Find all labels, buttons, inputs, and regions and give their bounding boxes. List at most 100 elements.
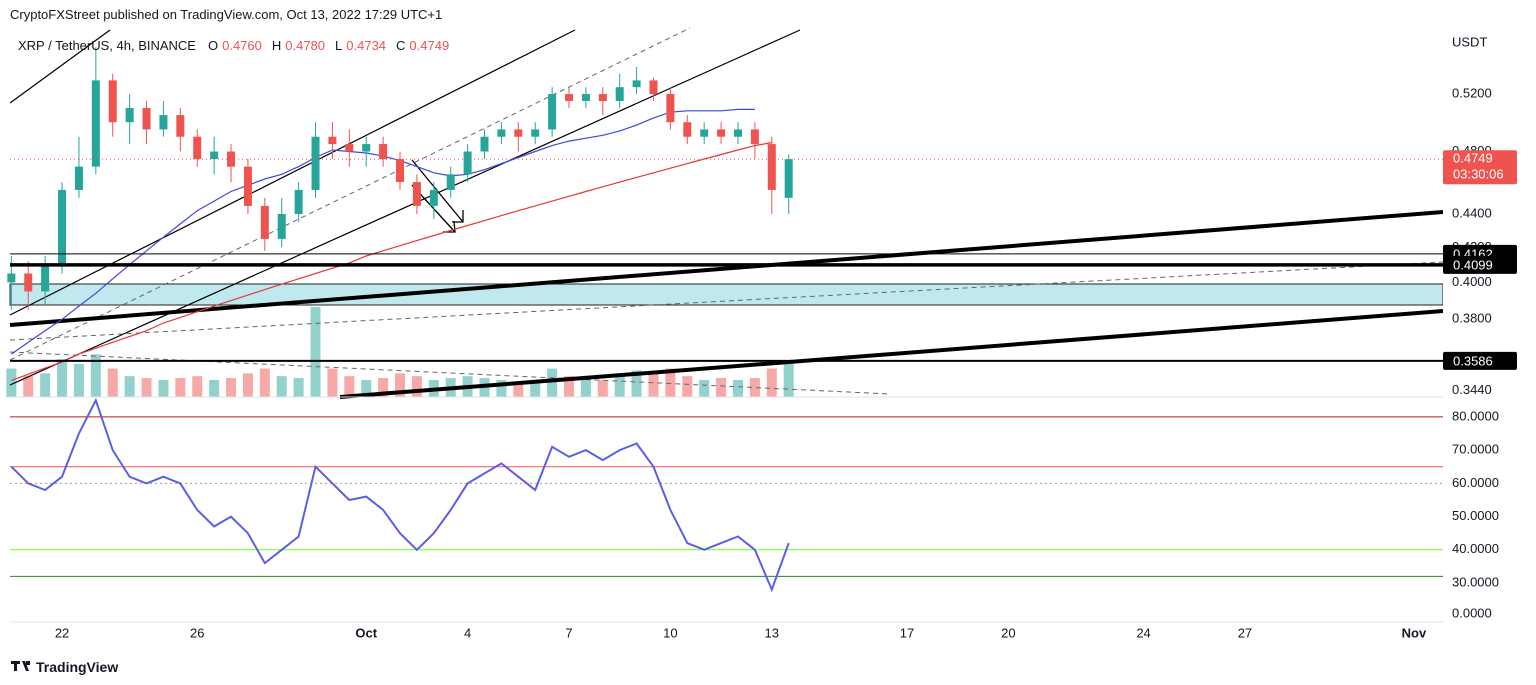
candle-body xyxy=(41,264,50,292)
rsi-tick-label: 80.0000 xyxy=(1452,408,1499,423)
trend-line xyxy=(339,309,1444,399)
volume-bar xyxy=(90,354,101,397)
plot xyxy=(7,47,1443,593)
candle-body xyxy=(446,174,455,190)
candle-body xyxy=(277,213,286,239)
y-tick-label: 0.4000 xyxy=(1452,274,1492,289)
candle-body xyxy=(717,129,726,137)
candle-body xyxy=(548,94,557,130)
trend-line xyxy=(9,351,891,395)
countdown: 03:30:06 xyxy=(1453,167,1504,182)
candle-body xyxy=(24,273,33,292)
volume-bar xyxy=(597,379,608,397)
volume-bar xyxy=(699,379,710,397)
candle-body xyxy=(649,80,658,95)
last-price-badge xyxy=(1443,150,1517,185)
candle-body xyxy=(345,144,354,152)
volume-bar xyxy=(547,368,558,397)
candle-body xyxy=(311,136,320,190)
candle-body xyxy=(463,151,472,175)
rsi-line xyxy=(10,397,790,593)
ohlc-key: C xyxy=(396,38,406,53)
volume-bar xyxy=(175,378,186,397)
candle-body xyxy=(7,273,16,283)
candle-body xyxy=(581,94,590,101)
x-tick-label: 22 xyxy=(55,625,69,640)
y-tick-label: 0.4400 xyxy=(1452,205,1492,220)
volume-bar xyxy=(749,378,760,397)
x-tick-label: 17 xyxy=(900,625,914,640)
x-tick-label: 4 xyxy=(464,625,471,640)
candle-body xyxy=(514,129,523,137)
x-tick-label: 7 xyxy=(565,625,572,640)
candle-body xyxy=(429,189,438,206)
axes: 0.52000.48000.44000.42000.40000.38000.34… xyxy=(55,85,1517,640)
candle-body xyxy=(666,94,675,123)
rsi-tick-label: 30.0000 xyxy=(1452,574,1499,589)
y-tick-label: 0.3440 xyxy=(1452,382,1492,397)
x-tick-label: 27 xyxy=(1238,625,1252,640)
drawings xyxy=(9,27,1444,399)
volume-bar xyxy=(361,379,372,397)
x-tick-label: 10 xyxy=(663,625,677,640)
volume-bar xyxy=(192,376,203,397)
candle-body xyxy=(480,136,489,152)
ohlc-value: 0.4780 xyxy=(285,38,326,53)
volume-bar xyxy=(716,378,727,397)
trend-line xyxy=(9,29,801,386)
volume-bar xyxy=(614,376,625,397)
publish-header: CryptoFXStreet published on TradingView.… xyxy=(10,7,443,22)
trend-line xyxy=(9,210,1444,327)
volume-bar xyxy=(242,373,253,397)
candle-body xyxy=(615,87,624,101)
price-badge xyxy=(1443,351,1517,370)
volume-bar xyxy=(107,368,118,397)
volume-bar xyxy=(40,373,51,397)
price-axis xyxy=(1443,25,1536,625)
volume-bar xyxy=(648,373,659,397)
candle-body xyxy=(784,159,793,198)
volume-bar xyxy=(57,359,68,397)
ohlc-value: 0.4734 xyxy=(346,38,387,53)
y-tick-label: 0.5200 xyxy=(1452,85,1492,100)
ohlc-key: L xyxy=(335,38,343,53)
rsi-tick-label: 40.0000 xyxy=(1452,541,1499,556)
trend-line xyxy=(9,27,691,361)
x-tick-label: 13 xyxy=(765,625,779,640)
candle-body xyxy=(565,94,574,101)
symbol: XRP / TetherUS, 4h, BINANCE xyxy=(18,38,196,53)
rsi-tick-label: 60.0000 xyxy=(1452,475,1499,490)
candle-body xyxy=(91,80,100,167)
candle-body xyxy=(294,189,303,214)
volume-bar xyxy=(530,379,541,397)
volume-bar xyxy=(783,363,794,397)
candle-body xyxy=(767,144,776,190)
candle-body xyxy=(362,144,371,152)
volume xyxy=(6,307,794,397)
volume-bar xyxy=(276,376,287,397)
volume-bar xyxy=(259,368,270,397)
volume-bar xyxy=(209,379,220,397)
volume-bar xyxy=(23,376,34,397)
candle-body xyxy=(412,182,421,206)
candle-body xyxy=(210,151,219,160)
volume-bar xyxy=(682,376,693,397)
candle-body xyxy=(125,107,134,123)
volume-bar xyxy=(395,373,406,397)
last-price-label: 0.4749 xyxy=(1453,151,1493,166)
volume-bar xyxy=(141,378,152,397)
candle-body xyxy=(396,159,405,183)
candle-body xyxy=(193,136,202,160)
volume-bar xyxy=(344,376,355,397)
volume-bar xyxy=(496,379,507,397)
volume-bar xyxy=(6,368,17,397)
volume-bar xyxy=(124,376,135,397)
price-badge-label: 0.3586 xyxy=(1453,353,1493,368)
price-badge-label: 0.4099 xyxy=(1453,257,1493,272)
ohlc-value: 0.4749 xyxy=(409,38,450,53)
candle-body xyxy=(108,80,117,123)
symbol-line: XRP / TetherUS, 4h, BINANCE O 0.4760 H 0.478… xyxy=(18,38,455,53)
volume-bar xyxy=(732,379,743,397)
